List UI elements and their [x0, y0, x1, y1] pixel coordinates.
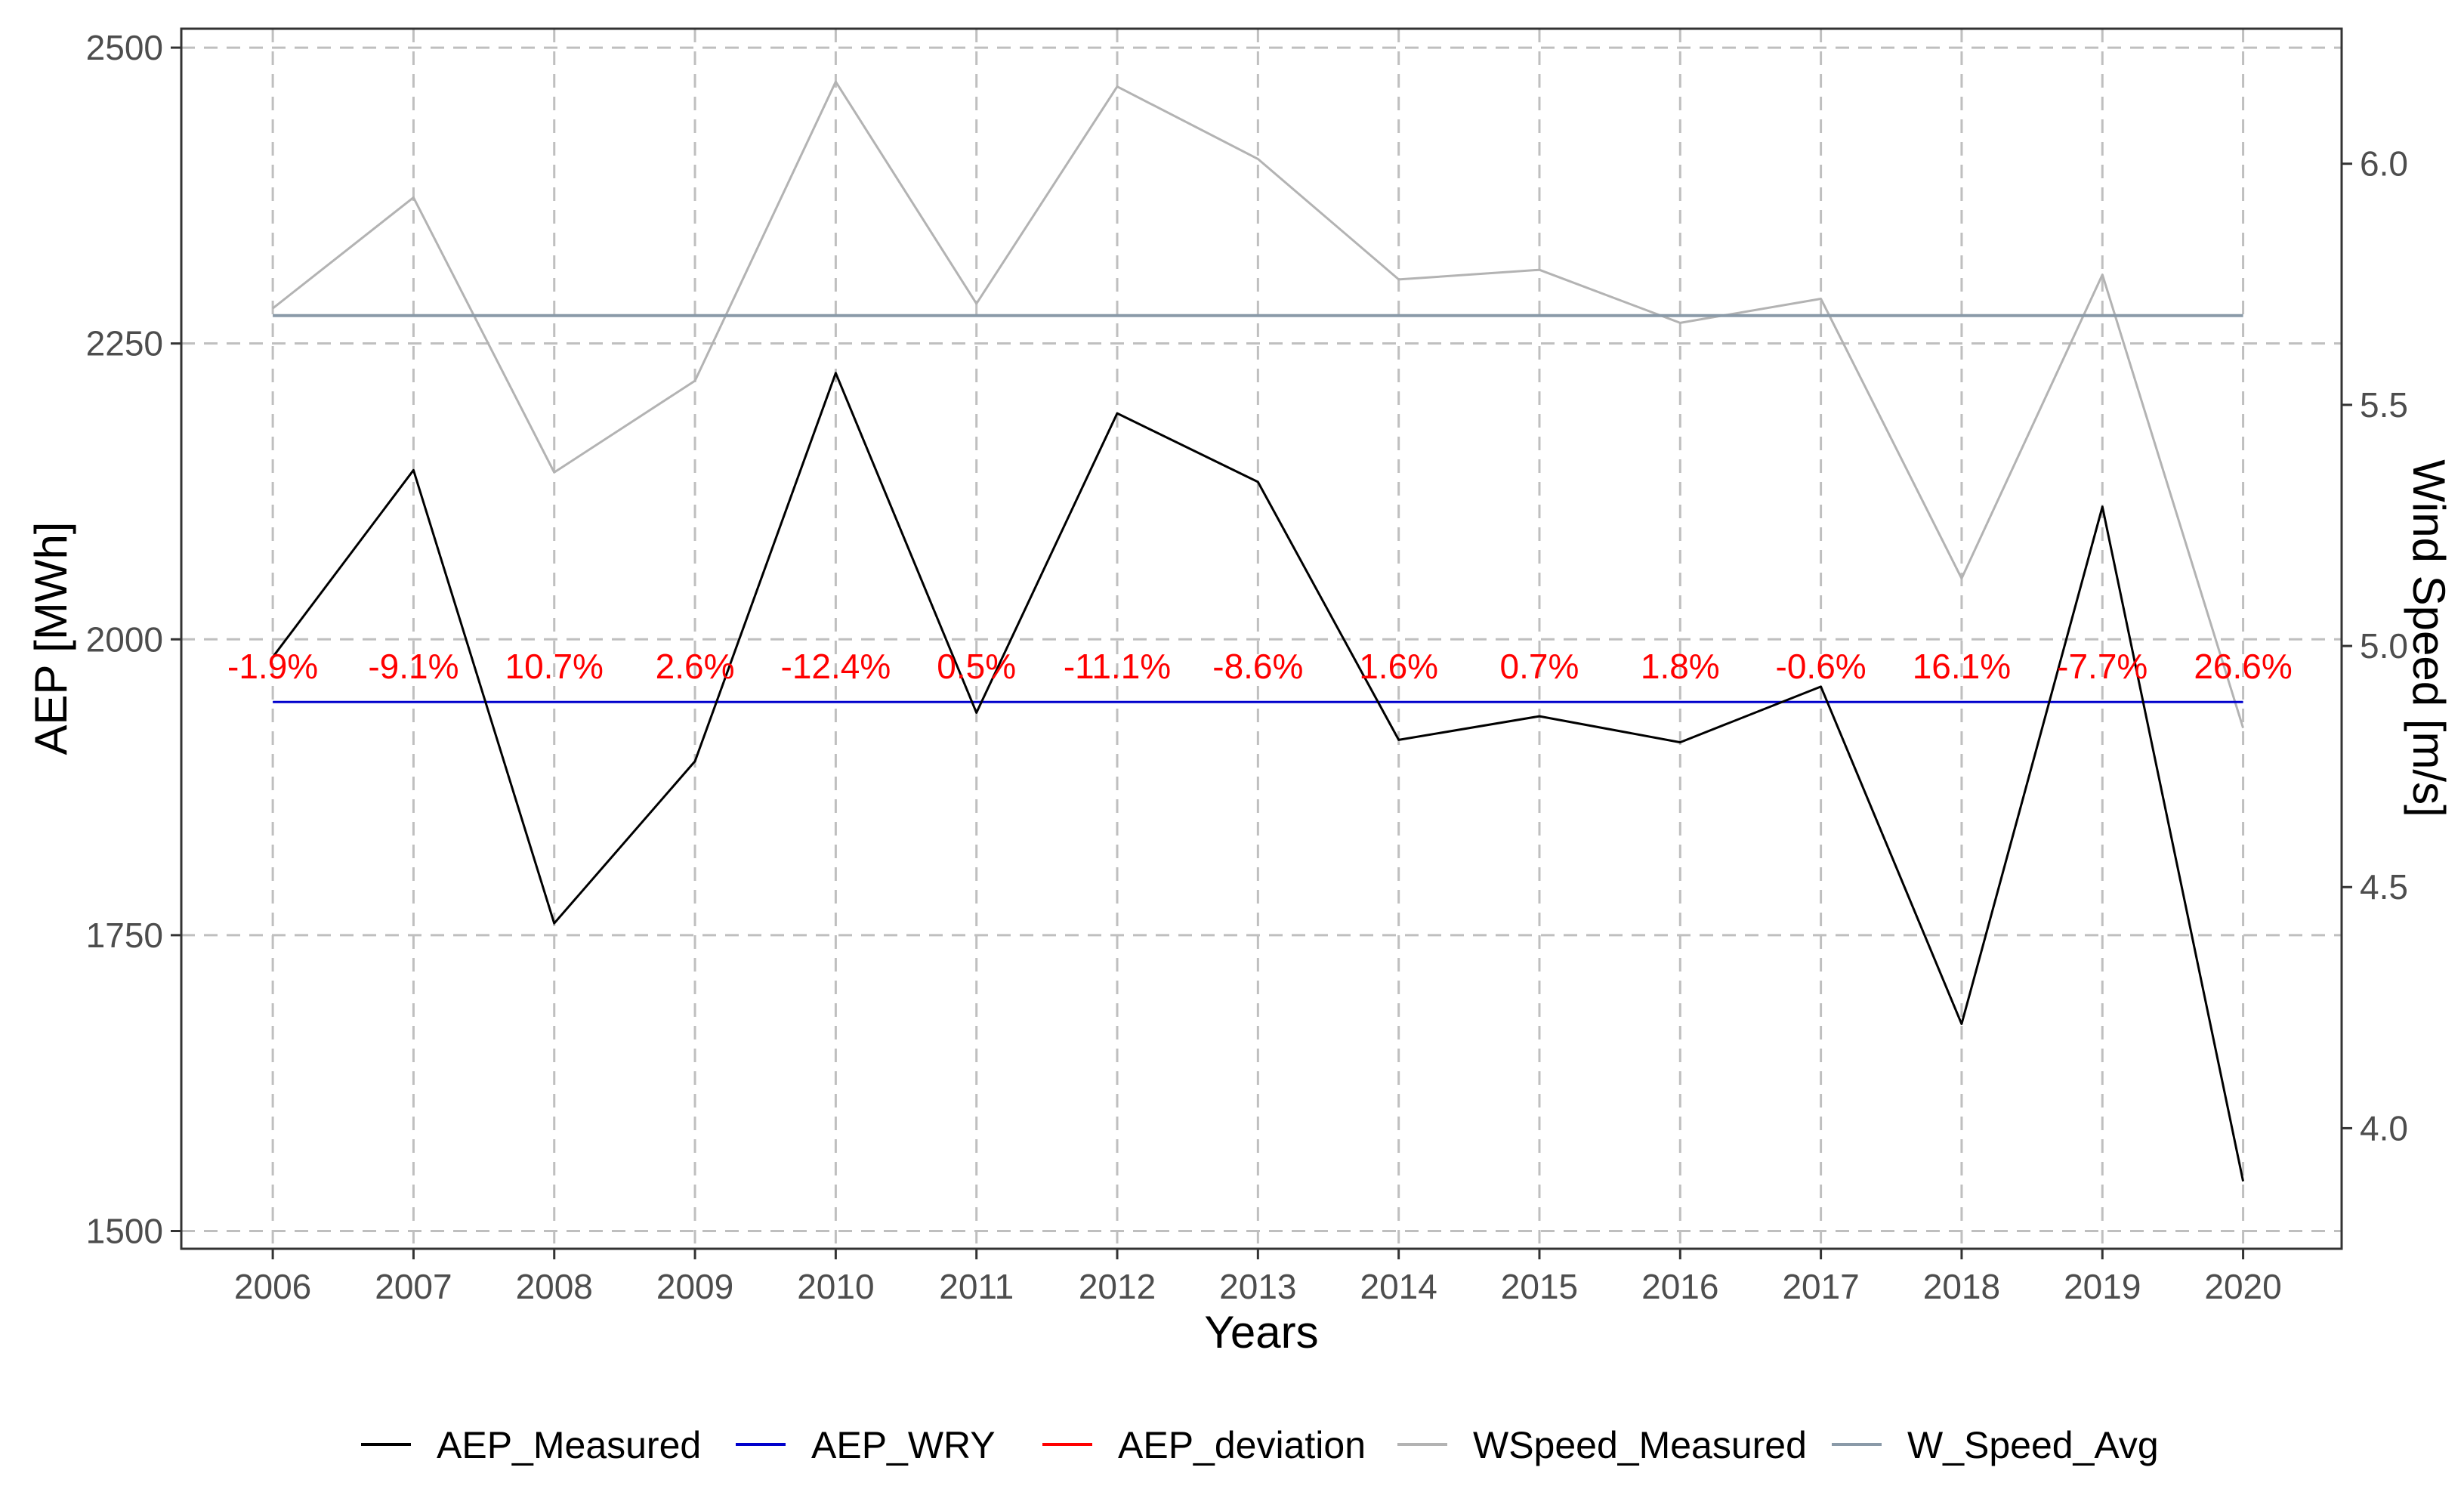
y-tick-label: 2250 [86, 324, 163, 363]
x-tick-label: 2020 [2204, 1267, 2281, 1306]
legend-label: AEP_deviation [1118, 1424, 1366, 1466]
x-tick-label: 2009 [656, 1267, 733, 1306]
legend-label: AEP_WRY [811, 1424, 996, 1466]
y2-tick-label: 4.5 [2360, 867, 2408, 907]
deviation-label: -12.4% [781, 647, 891, 686]
x-tick-label: 2018 [1923, 1267, 2000, 1306]
y-tick-label: 1500 [86, 1212, 163, 1251]
deviation-label: -1.9% [227, 647, 318, 686]
deviation-label: -8.6% [1212, 647, 1303, 686]
grid [181, 29, 2342, 1249]
legend-label: W_Speed_Avg [1907, 1424, 2159, 1466]
series-lines [271, 80, 2245, 1182]
legend-label: AEP_Measured [437, 1424, 701, 1466]
y-axis-title: AEP [MWh] [26, 522, 76, 755]
x-tick-label: 2012 [1079, 1267, 1156, 1306]
deviation-label: -9.1% [368, 647, 459, 686]
y2-axis-title: Wind Speed [m/s] [2404, 459, 2454, 817]
deviation-label: 26.6% [2194, 647, 2292, 686]
y-tick-label: 2500 [86, 28, 163, 67]
series-line-aep-measured [271, 372, 2245, 1182]
deviation-label: -11.1% [1064, 647, 1171, 686]
x-axis-title: Years [1204, 1307, 1318, 1358]
x-tick-label: 2019 [2064, 1267, 2141, 1306]
deviation-label: 16.1% [1913, 647, 2011, 686]
ticks: 2006 2007 2008 2009 2010 2011 2012 2013 2014 2015… [86, 28, 2408, 1306]
deviation-label: 10.7% [505, 647, 604, 686]
x-tick-label: 2006 [234, 1267, 311, 1306]
y2-tick-label: 5.5 [2360, 385, 2408, 425]
x-tick-label: 2007 [375, 1267, 452, 1306]
deviation-label: 1.8% [1641, 647, 1720, 686]
x-tick-label: 2010 [797, 1267, 874, 1306]
x-tick-label: 2015 [1501, 1267, 1578, 1306]
deviation-labels: -1.9% -9.1% 10.7% 2.6% -12.4% 0.5% -11.1% -8.6%… [227, 647, 2293, 686]
deviation-label: -7.7% [2057, 647, 2148, 686]
y2-tick-label: 4.0 [2360, 1108, 2408, 1148]
deviation-label: 0.5% [937, 647, 1016, 686]
x-tick-label: 2013 [1219, 1267, 1296, 1306]
y2-tick-label: 5.0 [2360, 626, 2408, 666]
x-tick-label: 2014 [1360, 1267, 1437, 1306]
x-tick-label: 2017 [1782, 1267, 1859, 1306]
y-tick-label: 2000 [86, 619, 163, 659]
legend-label: WSpeed_Measured [1473, 1424, 1807, 1466]
deviation-label: 1.6% [1359, 647, 1438, 686]
deviation-label: 0.7% [1500, 647, 1579, 686]
deviation-label: 2.6% [656, 647, 735, 686]
series-line-wspeed-measured [272, 80, 2245, 729]
x-tick-label: 2016 [1641, 1267, 1718, 1306]
deviation-label: -0.6% [1776, 647, 1867, 686]
y-tick-label: 1750 [86, 916, 163, 955]
y2-tick-label: 6.0 [2360, 144, 2408, 184]
legend: AEP_Measured AEP_WRY AEP_deviation WSpeed_M… [361, 1424, 2159, 1466]
x-tick-label: 2008 [516, 1267, 593, 1306]
x-tick-label: 2011 [939, 1267, 1014, 1306]
